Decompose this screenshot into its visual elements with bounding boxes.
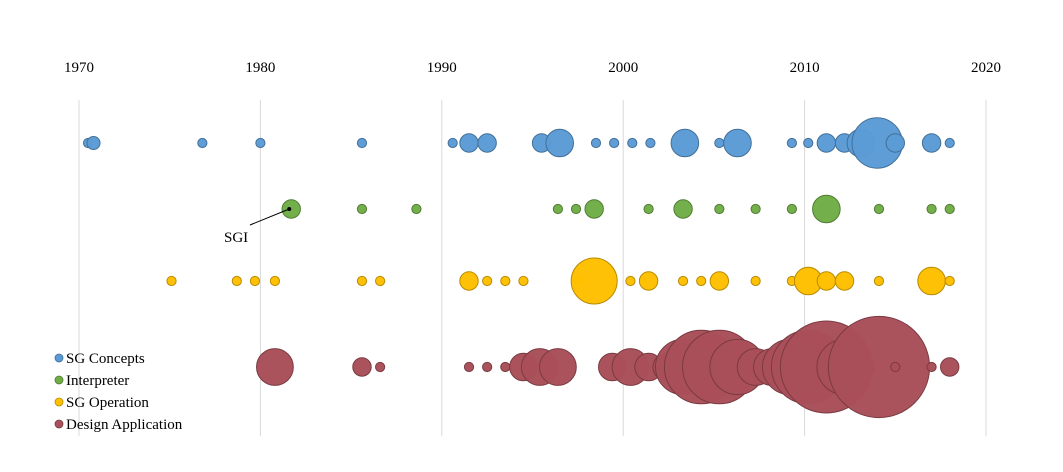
bubble-interpreter-1 [356,203,368,215]
bubble-sg-concepts-13 [645,137,656,149]
annotations: SGI [224,207,292,246]
bubble-sg-operation-11 [570,257,618,305]
legend-marker-sg-operation [54,397,64,407]
bubble-sg-concepts-14 [670,128,700,158]
bubble-sg-concepts-19 [816,133,837,153]
series-sg-operation [166,257,955,305]
bubble-sg-operation-2 [249,275,261,287]
bubble-interpreter-8 [714,203,725,215]
bubble-sg-concepts-3 [255,137,266,149]
bubble-sg-concepts-2 [197,137,208,149]
bubble-sg-operation-4 [356,275,368,287]
bubble-sg-concepts-6 [459,133,479,153]
bubble-interpreter-9 [750,203,761,215]
bubble-interpreter-14 [944,203,955,215]
bubble-sg-operation-5 [375,275,386,287]
bubble-design-application-27 [940,357,960,377]
bubble-sg-operation-15 [696,275,707,287]
bubble-design-application-4 [482,361,493,373]
bubble-sg-concepts-9 [545,128,575,158]
bubble-sg-concepts-25 [944,137,955,149]
bubble-design-application-0 [256,348,294,386]
bubble-sg-operation-21 [834,271,855,291]
bubble-sg-concepts-11 [609,137,620,149]
bubble-sg-operation-0 [166,275,177,287]
bubble-sg-operation-8 [500,275,511,287]
bubble-sg-concepts-18 [803,137,814,149]
bubble-interpreter-5 [584,199,604,219]
legend-marker-sg-concepts [54,353,64,363]
annotation-label-sgi: SGI [224,230,248,246]
bubble-sg-operation-20 [816,271,837,291]
x-tick-label-1980: 1980 [245,60,275,76]
bubble-design-application-1 [352,357,372,377]
x-tick-label-1970: 1970 [64,60,94,76]
bubble-sg-concepts-1 [86,135,101,151]
bubble-interpreter-11 [812,194,841,224]
bubble-design-application-8 [538,348,577,386]
bubble-interpreter-2 [411,203,422,215]
legend-label-interpreter: Interpreter [66,373,129,389]
legend-label-sg-operation: SG Operation [66,395,149,411]
bubble-sg-operation-9 [518,275,529,287]
bubble-design-application-24 [827,315,931,419]
bubble-sg-operation-14 [677,275,689,287]
bubble-interpreter-4 [570,203,582,215]
bubble-interpreter-6 [643,203,654,215]
bubble-sg-operation-7 [482,275,493,287]
bubble-sg-operation-1 [231,275,242,287]
series-design-application [256,315,960,419]
bubble-interpreter-7 [673,199,693,219]
legend: SG Concepts Interpreter SG Operation Design… [54,351,183,433]
bubble-sg-concepts-17 [786,137,798,149]
series-sg-concepts [82,117,955,169]
bubble-sg-operation-12 [625,275,636,287]
legend-marker-design-application [54,419,64,429]
bubble-sg-operation-3 [269,275,281,287]
bubble-sg-concepts-12 [627,137,638,149]
bubble-sg-concepts-7 [477,133,497,153]
bubble-interpreter-12 [873,203,885,215]
bubble-sg-operation-24 [944,275,955,287]
series-interpreter [281,194,955,224]
bubble-design-application-3 [463,361,475,373]
bubble-sg-operation-17 [750,275,761,287]
bubble-interpreter-3 [552,203,563,215]
bubble-sg-operation-13 [638,271,659,291]
legend-label-design-application: Design Application [66,417,183,433]
legend-label-sg-concepts: SG Concepts [66,351,145,367]
bubble-sg-operation-6 [459,271,479,291]
bubble-sg-concepts-24 [921,133,942,153]
bubble-design-application-5 [500,361,511,373]
annotation-leader-line [249,208,290,226]
bubble-sg-operation-16 [709,271,730,291]
x-tick-label-2020: 2020 [971,60,1001,76]
bubble-interpreter-13 [926,203,937,215]
x-tick-label-1990: 1990 [427,60,457,76]
bubbles [82,117,960,419]
x-tick-label-2000: 2000 [608,60,638,76]
bubble-design-application-25 [890,361,901,373]
x-axis-tick-labels: 1970 1980 1990 2000 2010 2020 [64,60,1001,76]
bubble-interpreter-10 [786,203,798,215]
bubble-sg-concepts-4 [356,137,368,149]
bubble-sg-concepts-23 [885,133,905,153]
bubble-design-application-26 [926,361,937,373]
bubble-design-application-2 [375,361,386,373]
x-tick-label-2010: 2010 [790,60,820,76]
bubble-sg-concepts-10 [590,137,602,149]
bubble-sg-operation-22 [873,275,885,287]
bubble-sg-concepts-5 [447,137,458,149]
bubble-sg-operation-23 [917,266,946,296]
legend-marker-interpreter [54,375,64,385]
bubble-sg-concepts-16 [723,128,752,158]
bubble-sg-concepts-15 [714,137,725,149]
